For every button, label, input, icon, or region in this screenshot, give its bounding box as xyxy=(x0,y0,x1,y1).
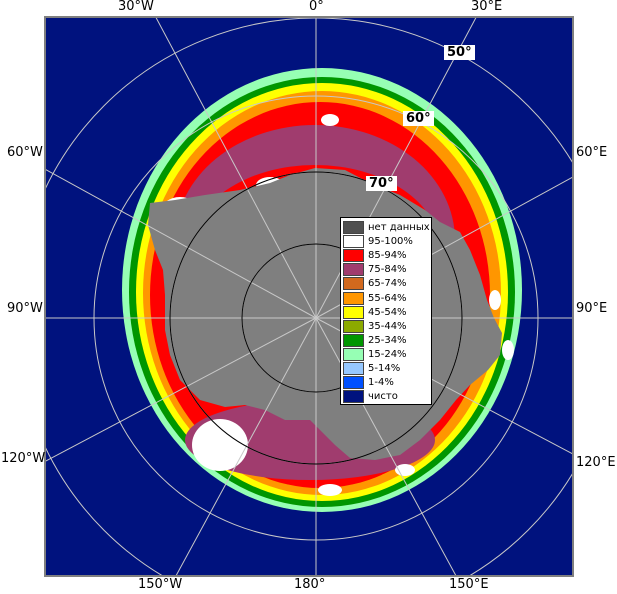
legend-swatch xyxy=(343,319,364,333)
legend-label: 65-74% xyxy=(368,278,407,290)
ice-patch-95-100 xyxy=(489,290,501,310)
legend-label: 25-34% xyxy=(368,334,407,346)
legend-swatch xyxy=(343,291,364,305)
ice-patch-95-100 xyxy=(318,484,342,496)
lon-label-120e: 120°E xyxy=(576,455,616,470)
legend-label: 95-100% xyxy=(368,236,413,248)
legend-label: 1-4% xyxy=(368,377,394,389)
lon-label-120w: 120°W xyxy=(1,451,46,466)
legend-swatch xyxy=(343,362,364,375)
legend-label: 55-64% xyxy=(368,292,407,304)
legend-label: чисто xyxy=(368,391,398,403)
legend-swatch xyxy=(343,249,364,263)
legend-swatch xyxy=(343,333,364,347)
lon-label-60w: 60°W xyxy=(7,145,43,160)
ice-patch-95-100 xyxy=(192,419,248,471)
legend-swatch xyxy=(343,221,364,234)
lon-label-30w: 30°W xyxy=(118,0,154,14)
legend-label: 85-94% xyxy=(368,250,407,262)
lon-label-30e: 30°E xyxy=(471,0,503,14)
lon-label-180: 180° xyxy=(294,577,326,592)
legend-label: 45-54% xyxy=(368,306,407,318)
legend-label: нет данных xyxy=(368,222,430,233)
legend-swatch xyxy=(343,390,364,404)
legend-swatch xyxy=(343,376,364,390)
legend-swatch xyxy=(343,263,364,277)
ice-patch-95-100 xyxy=(502,340,514,360)
lon-label-90e: 90°E xyxy=(576,301,608,316)
legend-label: 5-14% xyxy=(368,363,401,374)
legend: нет данных 95-100% 85-94% 75-84% 65-74% 55-64… xyxy=(340,217,432,405)
legend-swatch xyxy=(343,277,364,291)
legend-swatch xyxy=(343,347,364,361)
legend-swatch xyxy=(343,235,364,249)
lon-label-0: 0° xyxy=(309,0,324,14)
lon-label-150w: 150°W xyxy=(138,577,183,592)
legend-swatch xyxy=(343,305,364,319)
map-frame xyxy=(44,16,574,577)
lat-label-60: 60° xyxy=(403,111,434,126)
legend-label: 15-24% xyxy=(368,348,407,360)
lat-label-70: 70° xyxy=(366,176,397,191)
lon-label-150e: 150°E xyxy=(449,577,489,592)
ice-patch-95-100 xyxy=(321,114,339,126)
lon-label-60e: 60°E xyxy=(576,145,608,160)
lat-label-50: 50° xyxy=(444,45,475,60)
legend-label: 35-44% xyxy=(368,320,407,332)
lon-label-90w: 90°W xyxy=(7,301,43,316)
legend-label: 75-84% xyxy=(368,264,407,276)
